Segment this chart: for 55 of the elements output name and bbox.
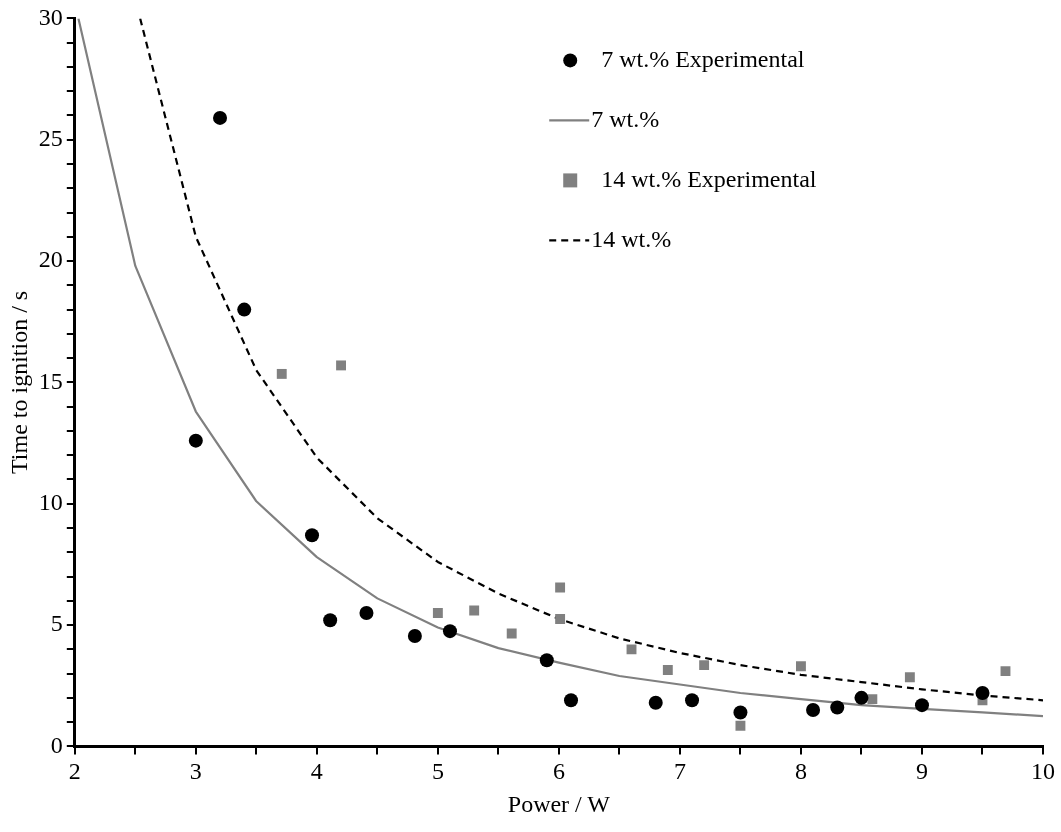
x-tick-label: 9 <box>915 758 928 785</box>
x-tick-label: 2 <box>68 758 81 785</box>
point <box>359 605 374 620</box>
point <box>407 628 422 643</box>
x-tick-label: 3 <box>189 758 202 785</box>
point <box>699 660 710 671</box>
point <box>432 607 443 618</box>
point <box>662 665 673 675</box>
point <box>796 661 806 672</box>
point <box>648 695 663 710</box>
point <box>305 528 320 543</box>
point <box>806 703 821 717</box>
point <box>213 110 228 125</box>
point <box>735 720 746 731</box>
x-tick-label: 10 <box>1031 758 1055 785</box>
y-tick-label: 15 <box>38 367 63 394</box>
point <box>442 624 457 639</box>
point <box>555 614 566 624</box>
point <box>323 613 338 628</box>
point <box>975 686 990 701</box>
legend-label: 14 wt.% Experimental <box>601 165 817 192</box>
y-tick-label: 10 <box>38 489 63 516</box>
y-axis-title: Time to ignition / s <box>5 290 32 474</box>
point <box>914 698 929 713</box>
point <box>506 628 517 639</box>
point <box>555 582 566 593</box>
x-tick-label: 4 <box>310 758 323 785</box>
legend-label: 7 wt.% <box>591 105 660 132</box>
y-tick-label: 25 <box>38 125 63 152</box>
point <box>564 693 578 708</box>
y-tick-label: 0 <box>50 731 63 758</box>
point <box>469 605 480 616</box>
point <box>188 433 203 448</box>
point <box>867 694 878 705</box>
x-tick-label: 7 <box>673 758 686 785</box>
point <box>685 693 700 708</box>
point <box>733 705 748 720</box>
point <box>830 700 845 715</box>
y-tick-label: 30 <box>38 3 63 30</box>
point <box>276 368 287 379</box>
y-tick-label: 5 <box>50 610 63 637</box>
point <box>626 644 637 655</box>
point <box>336 360 347 371</box>
x-axis-title: Power / W <box>507 790 611 817</box>
x-tick-label: 8 <box>794 758 807 785</box>
y-tick-label: 20 <box>38 246 63 273</box>
point <box>237 302 252 317</box>
point <box>854 690 869 705</box>
point <box>1000 666 1011 677</box>
point <box>539 653 554 668</box>
point <box>904 672 915 683</box>
legend-label: 7 wt.% Experimental <box>601 45 805 72</box>
x-tick-label: 6 <box>552 758 565 785</box>
x-tick-label: 5 <box>431 758 444 785</box>
legend-label: 14 wt.% <box>591 225 672 252</box>
